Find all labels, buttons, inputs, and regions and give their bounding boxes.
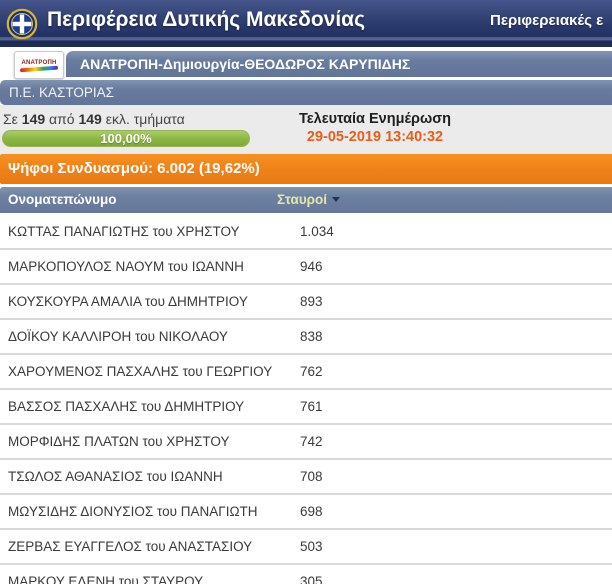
- progress-percent: 100,00%: [100, 131, 152, 146]
- app-header: Περιφέρεια Δυτικής Μακεδονίας Περιφερεια…: [0, 0, 612, 47]
- reporting-count: 149: [21, 111, 46, 127]
- candidate-row: ΧΑΡΟΥΜΕΝΟΣ ΠΑΣΧΑΛΗΣ του ΓΕΩΡΓΙΟΥ 762: [0, 355, 612, 390]
- candidate-row: ΜΟΡΦΙΔΗΣ ΠΛΑΤΩΝ του ΧΡΗΣΤΟΥ 742: [0, 425, 612, 460]
- candidate-name: ΧΑΡΟΥΜΕΝΟΣ ΠΑΣΧΑΛΗΣ του ΓΕΩΡΓΙΟΥ: [8, 364, 273, 379]
- candidate-votes: 698: [300, 504, 323, 519]
- party-name-bar[interactable]: ΑΝΑΤΡΟΠΗ-Δημιουργία-ΘΕΟΔΩΡΟΣ ΚΑΡΥΠΙΔΗΣ: [66, 51, 612, 77]
- candidate-name: ΖΕΡΒΑΣ ΕΥΑΓΓΕΛΟΣ του ΑΝΑΣΤΑΣΙΟΥ: [8, 539, 253, 554]
- candidate-votes: 503: [300, 539, 323, 554]
- candidate-row: ΤΣΩΛΟΣ ΑΘΑΝΑΣΙΟΣ του ΙΩΑΝΝΗ 708: [0, 460, 612, 495]
- candidate-row: ΖΕΡΒΑΣ ΕΥΑΓΓΕΛΟΣ του ΑΝΑΣΤΑΣΙΟΥ 503: [0, 530, 612, 565]
- candidate-votes: 761: [300, 399, 323, 414]
- column-header-name: Ονοματεπώνυμο: [8, 192, 117, 207]
- candidate-row: ΒΑΣΣΟΣ ΠΑΣΧΑΛΗΣ του ΔΗΜΗΤΡΙΟΥ 761: [0, 390, 612, 425]
- sort-caret-icon: [332, 197, 341, 202]
- candidate-table-body: ΚΩΤΤΑΣ ΠΑΝΑΓΙΩΤΗΣ του ΧΡΗΣΤΟΥ 1.034 ΜΑΡΚ…: [0, 215, 612, 584]
- candidate-row: ΚΟΥΣΚΟΥΡΑ ΑΜΑΛΙΑ του ΔΗΜΗΤΡΙΟΥ 893: [0, 285, 612, 320]
- reporting-prefix: Σε: [3, 111, 18, 127]
- reporting-total: 149: [78, 111, 102, 127]
- greek-state-emblem-icon: [6, 8, 38, 39]
- candidate-name: ΜΩΥΣΙΔΗΣ ΔΙΟΝΥΣΙΟΣ του ΠΑΝΑΓΙΩΤΗ: [8, 504, 258, 519]
- last-update: Τελευταία Ενημέρωση 29-05-2019 13:40:32: [260, 110, 490, 146]
- reporting-status: Σε 149 από 149 εκλ. τμήματα: [3, 111, 185, 127]
- reporting-middle: από: [49, 111, 75, 127]
- reporting-suffix: εκλ. τμήματα: [105, 111, 185, 127]
- reporting-progress-bar: 100,00%: [2, 130, 250, 147]
- stats-section: Σε 149 από 149 εκλ. τμήματα 100,00% Τελε…: [0, 105, 612, 154]
- candidate-votes: 708: [300, 469, 323, 484]
- candidate-table-header: Ονοματεπώνυμο Σταυροί: [0, 187, 612, 213]
- candidate-row: ΚΩΤΤΑΣ ΠΑΝΑΓΙΩΤΗΣ του ΧΡΗΣΤΟΥ 1.034: [0, 215, 612, 250]
- candidate-row: ΔΟΪΚΟΥ ΚΑΛΛΙΡΟΗ του ΝΙΚΟΛΑΟΥ 838: [0, 320, 612, 355]
- candidate-name: ΤΣΩΛΟΣ ΑΘΑΝΑΣΙΟΣ του ΙΩΑΝΝΗ: [8, 469, 223, 484]
- candidate-votes: 742: [300, 434, 323, 449]
- party-strip: ΑΝΑΤΡΟΠΗ ΑΝΑΤΡΟΠΗ-Δημιουργία-ΘΕΟΔΩΡΟΣ ΚΑ…: [0, 47, 612, 80]
- candidate-name: ΜΟΡΦΙΔΗΣ ΠΛΑΤΩΝ του ΧΡΗΣΤΟΥ: [8, 434, 230, 449]
- candidate-votes: 893: [300, 294, 323, 309]
- region-bar: Π.Ε. ΚΑΣΤΟΡΙΑΣ: [0, 80, 612, 105]
- party-logo-text: ΑΝΑΤΡΟΠΗ: [21, 59, 57, 66]
- party-votes-summary: Ψήφοι Συνδυασμού: 6.002 (19,62%): [0, 154, 612, 184]
- candidate-votes: 838: [300, 329, 323, 344]
- party-logo: ΑΝΑΤΡΟΠΗ: [14, 51, 64, 79]
- candidate-name: ΔΟΪΚΟΥ ΚΑΛΛΙΡΟΗ του ΝΙΚΟΛΑΟΥ: [8, 329, 228, 344]
- candidate-name: ΜΑΡΚΟΠΟΥΛΟΣ ΝΑΟΥΜ του ΙΩΑΝΝΗ: [8, 259, 244, 274]
- party-logo-swoosh-icon: [19, 65, 59, 72]
- candidate-votes: 1.034: [300, 224, 334, 239]
- candidate-row: ΜΩΥΣΙΔΗΣ ΔΙΟΝΥΣΙΟΣ του ΠΑΝΑΓΙΩΤΗ 698: [0, 495, 612, 530]
- column-header-votes-sort[interactable]: Σταυροί: [277, 187, 341, 213]
- last-update-label: Τελευταία Ενημέρωση: [298, 111, 451, 127]
- candidate-name: ΚΩΤΤΑΣ ΠΑΝΑΓΙΩΤΗΣ του ΧΡΗΣΤΟΥ: [8, 224, 240, 239]
- candidate-name: ΒΑΣΣΟΣ ΠΑΣΧΑΛΗΣ του ΔΗΜΗΤΡΙΟΥ: [8, 399, 245, 414]
- candidate-name: ΜΑΡΚΟΥ ΕΛΕΝΗ του ΣΤΑΥΡΟΥ: [8, 574, 204, 584]
- candidate-row: ΜΑΡΚΟΠΟΥΛΟΣ ΝΑΟΥΜ του ΙΩΑΝΝΗ 946: [0, 250, 612, 285]
- page-title: Περιφέρεια Δυτικής Μακεδονίας: [47, 8, 366, 31]
- candidate-row: ΜΑΡΚΟΥ ΕΛΕΝΗ του ΣΤΑΥΡΟΥ 305: [0, 565, 612, 584]
- nav-item-regional-elections[interactable]: Περιφερειακές ε: [490, 12, 604, 29]
- candidate-votes: 946: [300, 259, 323, 274]
- candidate-votes: 762: [300, 364, 323, 379]
- candidate-name: ΚΟΥΣΚΟΥΡΑ ΑΜΑΛΙΑ του ΔΗΜΗΤΡΙΟΥ: [8, 294, 248, 309]
- last-update-time: 29-05-2019 13:40:32: [306, 129, 444, 145]
- candidate-votes: 305: [300, 574, 323, 584]
- column-header-votes-label: Σταυροί: [277, 192, 328, 207]
